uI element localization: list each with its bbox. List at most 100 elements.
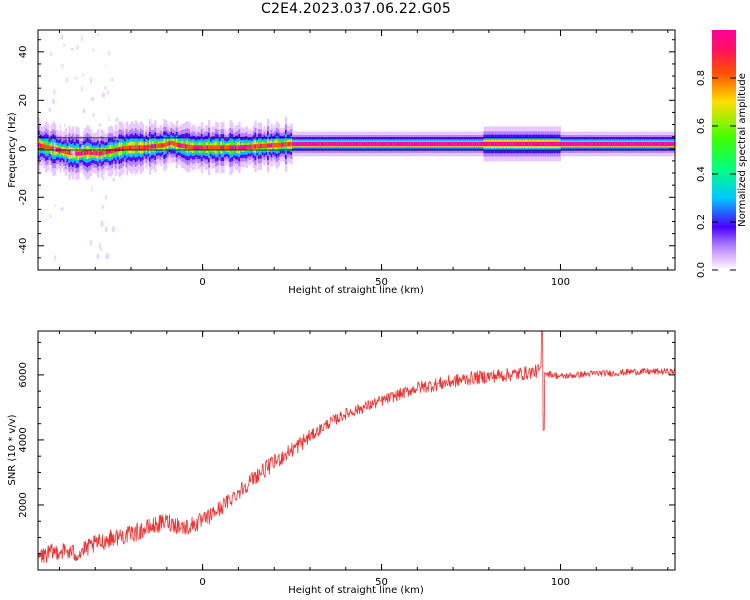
heatmap-cell [492,141,495,147]
heatmap-cell [601,141,604,147]
heatmap-cell [213,145,216,150]
heatmap-cell [549,141,553,147]
heatmap-cell [152,144,155,149]
heatmap-cell [107,149,111,154]
heatmap-cell [413,141,417,147]
y-tick-label: 2000 [18,492,29,517]
heatmap-cell [41,143,44,149]
heatmap-cell [308,141,311,147]
spectrogram-panel: 0 50 100 -40 -20 0 20 40 Height of straight lin… [7,29,676,296]
heatmap-cell [181,143,184,148]
heatmap-cell [61,148,64,154]
heatmap-cell [465,141,468,147]
heatmap-cell [100,151,103,156]
heatmap-cell [635,141,638,147]
heatmap-cell [138,145,141,150]
heatmap-cell [356,141,359,147]
heatmap-cell [442,141,445,147]
heatmap-cell [385,141,388,147]
heatmap-cell [429,141,433,147]
heatmap-cell [120,146,123,151]
heatmap-cell [306,141,309,147]
heatmap-cell [259,143,263,149]
heatmap-speckle [97,33,99,36]
heatmap-cell [268,143,272,148]
heatmap-cell [233,145,236,150]
heatmap-speckle [63,43,65,47]
heatmap-speckle [70,148,74,154]
heatmap-cell [89,150,93,155]
heatmap-cell [220,145,223,150]
y-tick-label: 6000 [18,362,29,387]
heatmap-speckle [53,148,56,152]
heatmap-cell [258,144,261,149]
heatmap-cell [139,145,143,150]
heatmap-cell [288,142,291,147]
heatmap-cell [113,148,116,153]
heatmap-cell [664,141,667,147]
heatmap-cell [367,141,370,147]
heatmap-cell [521,141,524,147]
heatmap-speckle [112,226,115,232]
heatmap-cell [234,145,238,150]
heatmap-cell [283,142,286,147]
heatmap-speckle [91,149,93,153]
heatmap-cell [293,141,297,147]
heatmap-speckle [99,242,101,249]
heatmap-cell [159,143,162,148]
heatmap-cell [479,141,483,147]
heatmap-cell [512,141,515,147]
heatmap-cell [433,141,436,147]
heatmap-cell [236,145,239,150]
heatmap-cell [497,141,501,147]
heatmap-cell [52,146,55,151]
heatmap-cell [206,145,209,150]
heatmap-speckle [54,204,57,207]
heatmap-cell [428,141,431,147]
heatmap-cell [422,141,425,147]
heatmap-cell [301,141,304,147]
heatmap-cell [163,142,166,148]
heatmap-cell [95,151,98,156]
heatmap-cell [426,141,429,147]
heatmap-speckle [80,35,83,42]
heatmap-cell [633,141,637,147]
heatmap-cell [587,141,590,147]
heatmap-cell [116,147,120,152]
heatmap-cell [88,150,91,155]
heatmap-cell [411,141,415,147]
heatmap-cell [191,145,195,150]
heatmap-speckle [114,130,117,136]
heatmap-cell [340,141,343,147]
heatmap-cell [38,142,41,148]
colorbar: 0.0 0.2 0.4 0.6 0.8 Normalized spectral ampl… [696,30,748,278]
heatmap-cell [79,151,82,156]
heatmap-cell [98,151,102,156]
y-tick-label: -20 [18,189,29,205]
heatmap-cell [612,141,615,147]
heatmap-cell [173,141,177,147]
heatmap-speckle [91,97,94,101]
heatmap-cell [322,141,325,147]
heatmap-cell [419,141,422,147]
heatmap-cell [594,141,597,147]
heatmap-cell [165,142,168,147]
heatmap-cell [551,141,554,147]
heatmap-cell [517,141,520,147]
heatmap-cell [199,145,202,150]
heatmap-cell [454,141,458,147]
heatmap-cell [195,145,198,150]
heatmap-cell [460,141,463,147]
heatmap-cell [186,144,189,149]
heatmap-cell [488,141,492,147]
y-tick-label: 20 [18,94,29,107]
heatmap-cell [544,141,547,147]
heatmap-speckle [102,176,105,181]
heatmap-cell [637,141,640,147]
heatmap-cell [207,145,211,150]
x-tick-label: 100 [551,277,570,288]
colorbar-tick-label: 0.8 [696,70,707,86]
heatmap-cell [317,141,320,147]
x-tick-label: 0 [199,577,205,588]
heatmap-speckle [64,123,66,128]
